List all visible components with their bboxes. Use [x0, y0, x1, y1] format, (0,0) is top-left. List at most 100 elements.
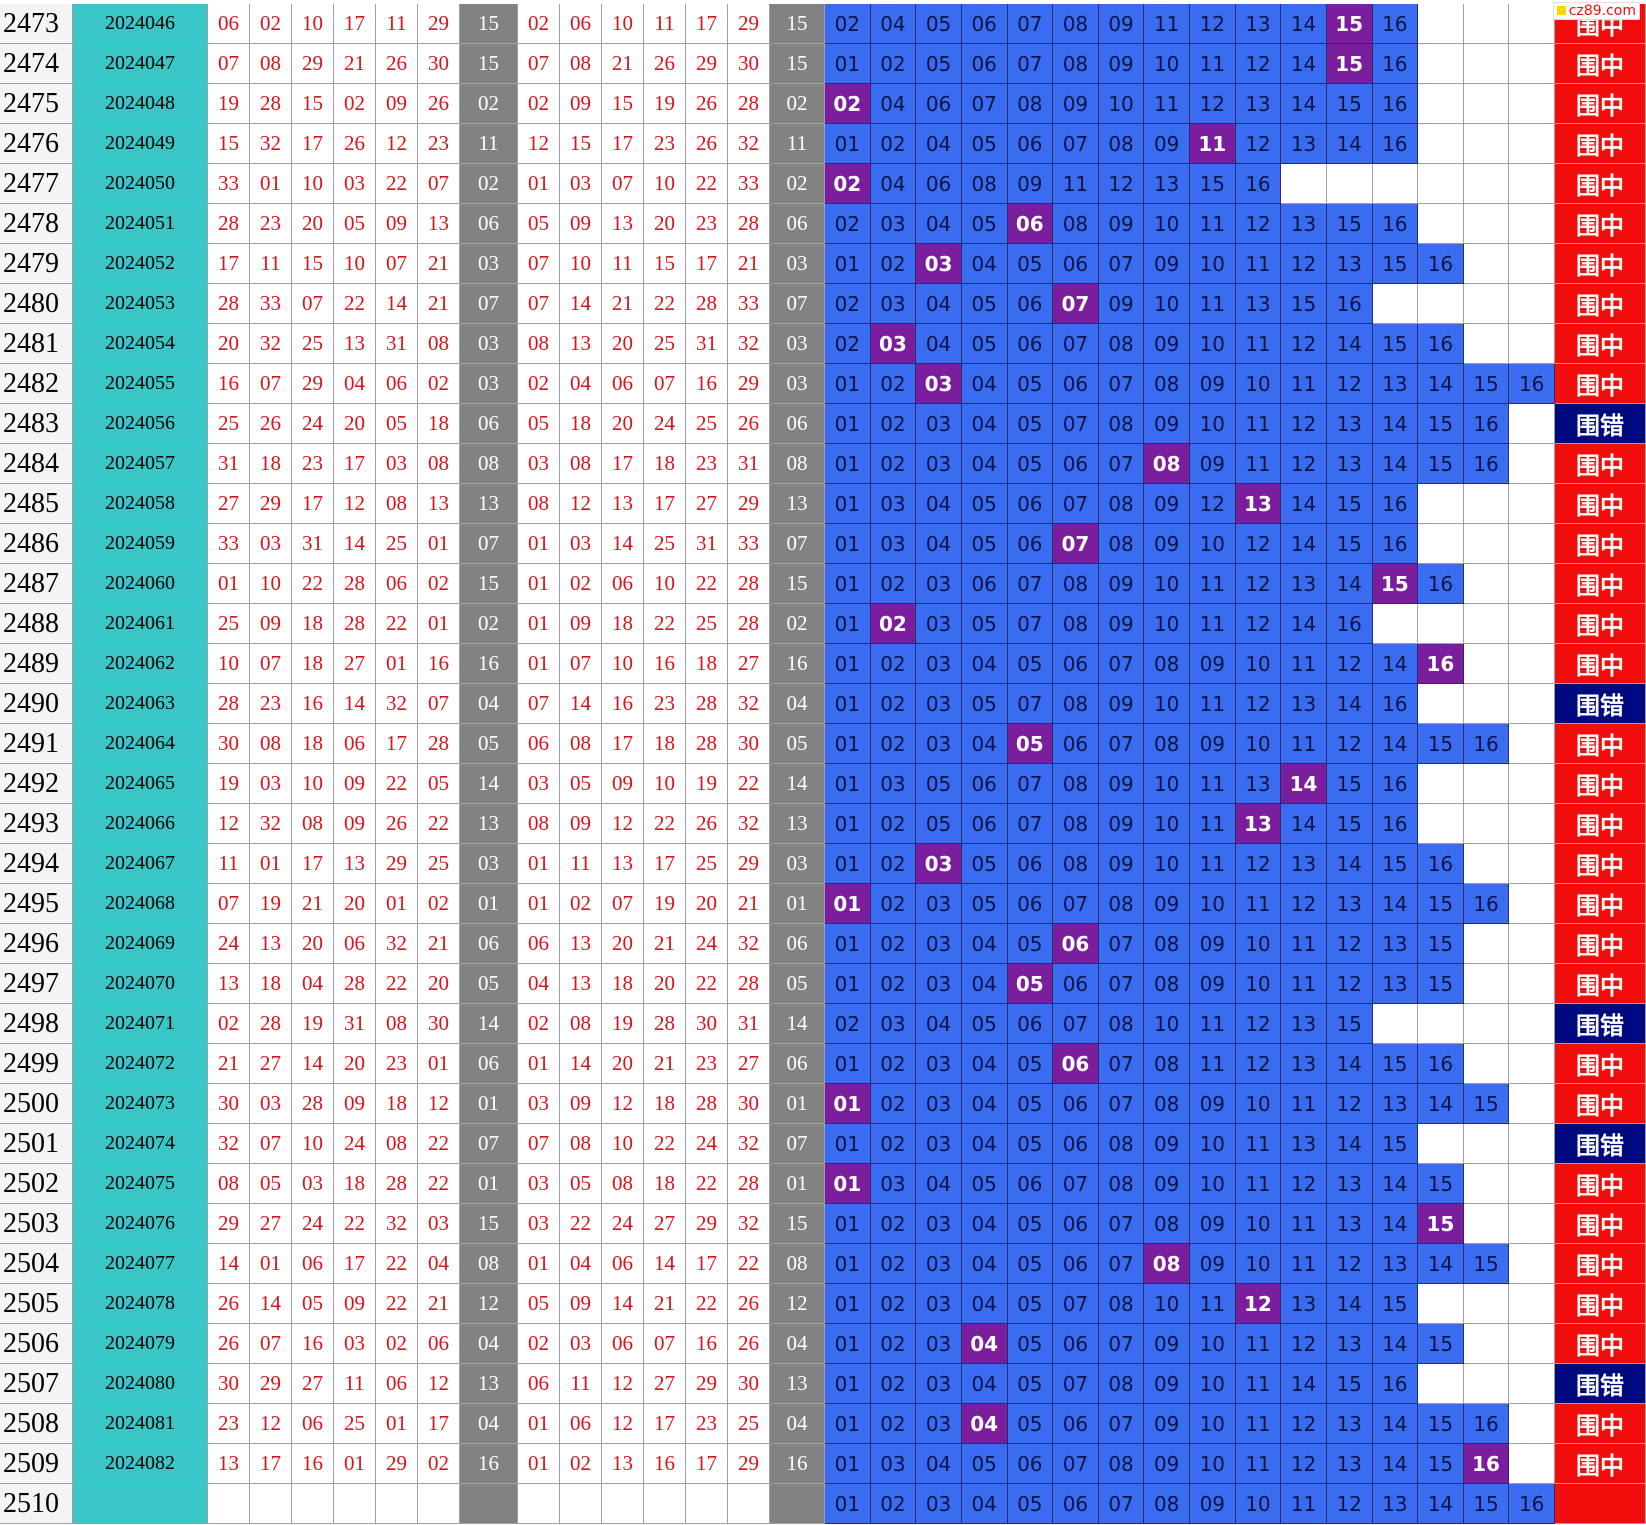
sorted-number: 01	[518, 164, 560, 204]
draw-number: 29	[418, 4, 460, 44]
candidate-number: 09	[1098, 804, 1145, 844]
result: 围中	[1555, 844, 1646, 884]
draw-number: 18	[292, 724, 334, 764]
special-number: 02	[460, 84, 518, 124]
issue-number: 2024059	[73, 524, 208, 564]
draw-number: 19	[208, 764, 250, 804]
special-number: 14	[460, 1004, 518, 1044]
candidate-hit: 05	[1007, 724, 1054, 764]
sorted-number: 02	[518, 1324, 560, 1364]
sorted-number: 27	[728, 1044, 770, 1084]
draw-number: 12	[334, 484, 376, 524]
empty-cell	[1463, 164, 1510, 204]
candidate-number: 13	[1281, 1044, 1327, 1084]
empty-cell	[1509, 1124, 1555, 1164]
draw-number: 32	[208, 1124, 250, 1164]
candidate-number: 04	[961, 404, 1008, 444]
candidate-hit: 15	[1326, 4, 1373, 44]
draw-number: 24	[208, 924, 250, 964]
sorted-number: 03	[560, 164, 602, 204]
draw-number: 06	[292, 1244, 334, 1284]
special-number: 05	[460, 964, 518, 1004]
result: 围中	[1555, 324, 1646, 364]
empty-cell	[1509, 284, 1555, 324]
issue-number: 2024053	[73, 284, 208, 324]
row-number: 2510	[0, 1484, 73, 1524]
draw-number: 32	[376, 1204, 418, 1244]
row-number: 2501	[0, 1124, 73, 1164]
candidate-hit: 02	[825, 84, 871, 124]
draw-number: 26	[376, 44, 418, 84]
draw-number: 25	[334, 1404, 376, 1444]
candidate-number: 05	[1007, 1244, 1054, 1284]
draw-number: 13	[418, 484, 460, 524]
candidate-number: 02	[870, 444, 917, 484]
draw-number: 02	[376, 1324, 418, 1364]
candidate-number: 10	[1190, 524, 1236, 564]
candidate-number: 03	[870, 1004, 917, 1044]
sorted-number: 06	[518, 724, 560, 764]
draw-number: 12	[208, 804, 250, 844]
candidate-number: 10	[1190, 244, 1236, 284]
candidate-number: 08	[1053, 4, 1099, 44]
candidate-number: 07	[1053, 1444, 1099, 1484]
candidate-number: 08	[1053, 844, 1099, 884]
row-number: 2502	[0, 1164, 73, 1204]
candidate-number: 06	[1053, 724, 1099, 764]
draw-number: 02	[250, 4, 292, 44]
candidate-number: 16	[1372, 1364, 1419, 1404]
candidate-number: 09	[1098, 204, 1145, 244]
sorted-number: 03	[560, 524, 602, 564]
candidate-number: 07	[1098, 644, 1145, 684]
candidate-number: 15	[1463, 1484, 1510, 1524]
candidate-number: 01	[825, 1444, 871, 1484]
draw-number: 25	[208, 604, 250, 644]
empty-cell	[1509, 1324, 1555, 1364]
draw-number: 09	[334, 804, 376, 844]
sorted-number: 21	[728, 244, 770, 284]
candidate-number: 12	[1326, 1484, 1373, 1524]
candidate-number: 06	[961, 804, 1008, 844]
candidate-number: 01	[825, 1324, 871, 1364]
candidate-number: 11	[1235, 1124, 1282, 1164]
empty-cell	[1509, 964, 1555, 1004]
draw-number: 07	[250, 1124, 292, 1164]
special-number: 12	[460, 1284, 518, 1324]
sorted-number: 10	[602, 644, 644, 684]
candidate-hit: 08	[1144, 444, 1190, 484]
candidate-number: 08	[1098, 404, 1145, 444]
result: 围错	[1555, 684, 1646, 724]
candidate-number: 05	[916, 764, 962, 804]
sorted-number: 33	[728, 284, 770, 324]
draw-number: 18	[418, 404, 460, 444]
candidate-number: 04	[961, 1124, 1008, 1164]
sorted-number: 06	[518, 1364, 560, 1404]
candidate-number: 07	[1007, 564, 1054, 604]
candidate-number: 16	[1509, 1484, 1555, 1524]
draw-number	[418, 1484, 460, 1524]
candidate-number: 11	[1281, 1084, 1327, 1124]
candidate-number: 15	[1190, 164, 1236, 204]
empty-cell	[1463, 524, 1510, 564]
sorted-number: 16	[686, 1324, 728, 1364]
special-number: 16	[770, 644, 825, 684]
sorted-number: 21	[644, 1284, 686, 1324]
candidate-number: 15	[1463, 364, 1510, 404]
candidate-number: 16	[1418, 844, 1464, 884]
candidate-number: 12	[1235, 1004, 1282, 1044]
sorted-number: 28	[728, 1164, 770, 1204]
issue-number: 2024058	[73, 484, 208, 524]
draw-number: 01	[334, 1444, 376, 1484]
candidate-number: 12	[1235, 204, 1282, 244]
candidate-number: 01	[825, 1284, 871, 1324]
draw-number: 24	[292, 404, 334, 444]
sorted-number: 16	[602, 684, 644, 724]
empty-cell	[1509, 1204, 1555, 1244]
sorted-number: 13	[602, 1444, 644, 1484]
issue-number: 2024054	[73, 324, 208, 364]
sorted-number: 12	[602, 1404, 644, 1444]
sorted-number: 06	[602, 564, 644, 604]
candidate-number: 07	[1098, 244, 1145, 284]
draw-number: 17	[376, 724, 418, 764]
issue-number: 2024081	[73, 1404, 208, 1444]
